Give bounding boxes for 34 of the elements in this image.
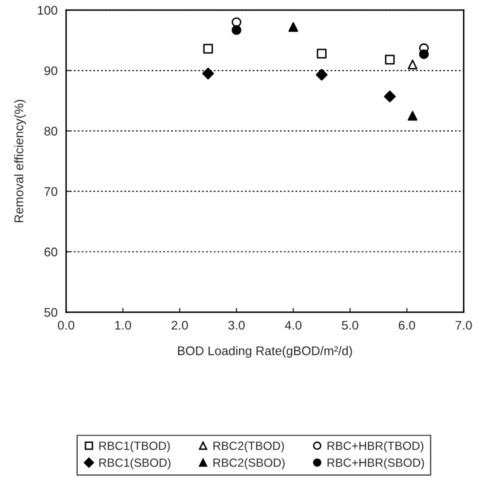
legend-label: RBC1(TBOD) <box>99 441 170 452</box>
point <box>408 60 418 70</box>
x-tick-label: 7.0 <box>456 320 472 330</box>
legend-label: RBC2(SBOD) <box>213 458 285 470</box>
point <box>232 25 242 35</box>
point <box>202 68 214 80</box>
point <box>384 54 395 64</box>
x-tick-label: 3.0 <box>228 320 245 330</box>
point <box>419 49 429 60</box>
point <box>232 17 242 28</box>
legend-label: RBC2(TBOD) <box>213 441 284 452</box>
legend-label: RBC1(SBOD) <box>99 458 170 470</box>
y-tick-label: 60 <box>44 248 58 256</box>
y-axis-title: Removal efficiency(%) <box>14 100 26 222</box>
x-axis-title: BOD Loading Rate(gBOD/m²/d) <box>178 346 352 358</box>
point <box>288 22 298 32</box>
x-tick-label: 2.0 <box>172 320 188 330</box>
x-tick-label: 4.0 <box>284 320 302 330</box>
point <box>203 44 213 54</box>
point <box>384 90 396 102</box>
point <box>408 110 418 121</box>
point <box>316 68 328 81</box>
point <box>316 48 327 58</box>
x-tick-label: 0.0 <box>58 320 74 330</box>
x-tick-label: 1.0 <box>115 320 132 330</box>
x-tick-label: 5.0 <box>342 320 358 330</box>
y-tick-label: 50 <box>44 308 58 317</box>
y-tick-label: 80 <box>44 126 58 136</box>
x-tick-label: 6.0 <box>398 320 416 330</box>
legend-label: RBC+HBR(TBOD) <box>328 441 424 452</box>
y-tick-label: 90 <box>44 66 58 76</box>
legend-label: RBC+HBR(SBOD) <box>328 458 424 470</box>
y-tick-label: 70 <box>44 187 58 196</box>
y-tick-label: 100 <box>38 6 58 15</box>
